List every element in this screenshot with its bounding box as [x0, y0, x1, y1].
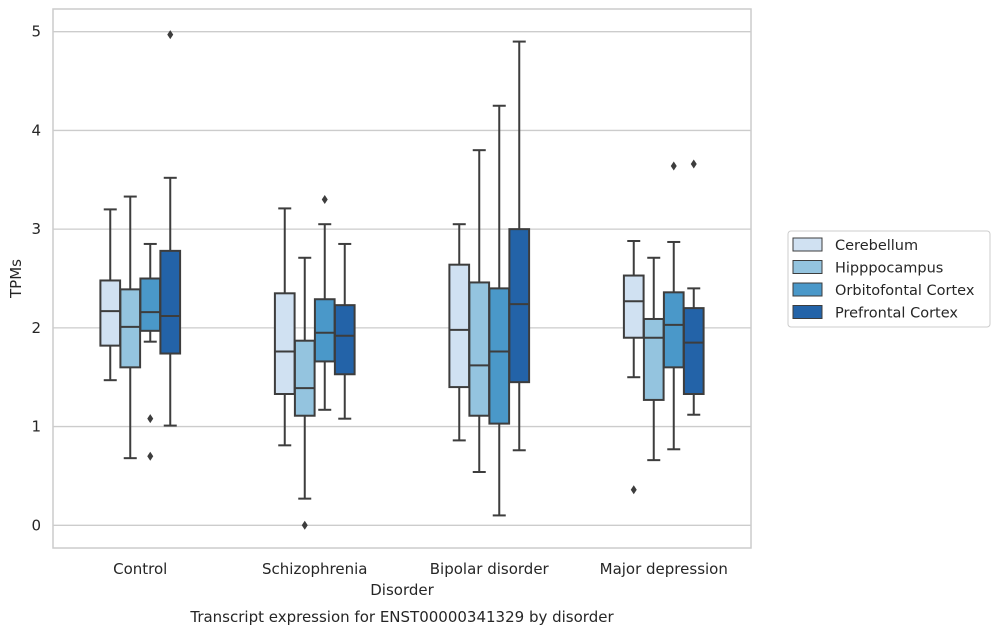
chart-title: Transcript expression for ENST0000034132…: [189, 608, 614, 626]
box-body: [273, 292, 296, 395]
box-orbitofontal-cortex: [662, 161, 685, 451]
outlier-point: [630, 485, 637, 495]
box-hipppocampus: [293, 256, 316, 530]
outlier-point: [147, 414, 154, 424]
plot-frame: [52, 8, 752, 549]
legend-swatch: [792, 305, 823, 319]
box-hipppocampus: [468, 149, 491, 473]
outlier-point: [690, 159, 697, 169]
outlier-point: [167, 30, 174, 40]
box-orbitofontal-cortex: [313, 195, 336, 411]
outlier-point: [301, 520, 308, 530]
box-body: [99, 279, 122, 347]
box-prefrontal-cortex: [682, 159, 705, 416]
box-body: [468, 281, 491, 417]
box-cerebellum: [273, 207, 296, 447]
legend-frame: [787, 230, 991, 328]
box-body: [488, 287, 511, 425]
box-orbitofontal-cortex: [139, 242, 162, 461]
legend-swatch: [792, 260, 823, 274]
outlier-point: [147, 451, 154, 461]
box-groups: [99, 30, 705, 530]
y-tick-label: 3: [31, 220, 41, 238]
box-hipppocampus: [642, 256, 665, 462]
box-body: [508, 228, 531, 384]
box-body: [159, 249, 182, 355]
legend-swatch: [792, 237, 823, 252]
legend-label: Orbitofontal Cortex: [835, 283, 975, 299]
y-tick-label: 0: [31, 516, 41, 534]
box-body: [293, 339, 316, 417]
legend-label: Prefrontal Cortex: [835, 306, 958, 322]
y-axis-ticks: 0 1 2 3 4 5: [31, 23, 41, 535]
x-tick-label: Schizophrenia: [262, 560, 367, 578]
y-tick-label: 1: [31, 418, 41, 436]
y-tick-label: 2: [31, 319, 41, 337]
x-tick-label: Bipolar disorder: [430, 560, 550, 578]
x-axis-ticks: Control Schizophrenia Bipolar disorder Majo…: [113, 560, 728, 578]
box-cerebellum: [622, 239, 645, 495]
legend: Cerebellum Hipppocampus Orbitofontal Corte…: [787, 230, 991, 328]
x-tick-label: Major depression: [600, 560, 728, 578]
legend-label: Hipppocampus: [835, 261, 943, 277]
box-body: [313, 298, 336, 363]
box-cerebellum: [99, 208, 122, 382]
box-body: [333, 304, 356, 376]
box-body: [139, 277, 162, 332]
x-tick-label: Control: [113, 560, 167, 578]
outlier-point: [321, 195, 328, 205]
box-orbitofontal-cortex: [488, 104, 511, 517]
y-tick-label: 4: [31, 121, 41, 139]
y-tick-label: 5: [31, 23, 41, 41]
box-body: [119, 288, 142, 369]
box-hipppocampus: [119, 195, 142, 460]
box-body: [642, 317, 665, 401]
box-body: [682, 307, 705, 395]
box-body: [448, 263, 471, 389]
box-prefrontal-cortex: [508, 40, 531, 452]
box-cerebellum: [448, 223, 471, 442]
y-axis-title: TPMs: [7, 259, 25, 299]
box-prefrontal-cortex: [159, 30, 182, 427]
box-prefrontal-cortex: [333, 242, 356, 420]
box-body: [622, 274, 645, 339]
legend-swatch: [792, 282, 823, 297]
legend-label: Cerebellum: [835, 238, 918, 254]
box-body: [662, 291, 685, 369]
x-axis-title: Disorder: [370, 581, 434, 599]
outlier-point: [670, 161, 677, 171]
